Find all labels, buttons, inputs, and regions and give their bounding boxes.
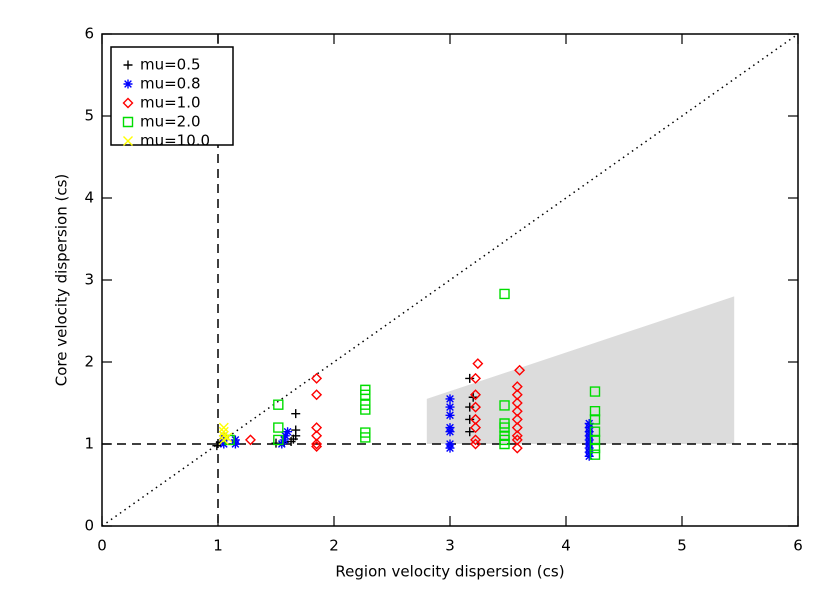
point — [470, 413, 482, 425]
point — [445, 439, 455, 449]
x-tick-label: 4 — [561, 537, 571, 555]
point — [499, 418, 510, 429]
x-tick-label: 1 — [213, 537, 223, 555]
x-axis-label: Region velocity dispersion (cs) — [335, 563, 564, 581]
y-tick-label: 0 — [84, 517, 94, 535]
point — [499, 434, 510, 446]
y-tick-label: 4 — [84, 189, 94, 207]
point — [283, 427, 293, 437]
point — [244, 434, 256, 446]
point — [465, 414, 475, 424]
y-tick-label: 5 — [84, 107, 94, 125]
y-tick-label: 1 — [84, 435, 94, 453]
point — [360, 404, 371, 415]
shaded-region — [426, 296, 735, 444]
legend-marker — [123, 60, 133, 70]
point — [511, 381, 523, 393]
x-tick-label: 6 — [793, 537, 803, 555]
x-tick-label: 3 — [445, 537, 455, 555]
point — [222, 432, 233, 443]
x-tick-label: 5 — [677, 537, 687, 555]
point — [589, 386, 601, 397]
legend-marker — [122, 97, 134, 109]
point — [589, 434, 601, 446]
legend-label: mu=10.0 — [140, 132, 210, 150]
legend-marker — [123, 79, 133, 89]
point — [472, 358, 484, 370]
point — [273, 399, 284, 410]
point — [280, 431, 290, 441]
point — [589, 414, 601, 425]
point — [360, 432, 371, 443]
point — [511, 413, 523, 425]
point — [271, 438, 281, 448]
point — [589, 406, 601, 417]
point — [499, 430, 510, 441]
x-tick-label: 2 — [329, 537, 339, 555]
y-tick-label: 3 — [84, 271, 94, 289]
point — [511, 422, 523, 434]
point — [584, 419, 594, 428]
point — [445, 423, 455, 433]
x-tick-label: 0 — [97, 537, 107, 555]
point — [218, 422, 229, 433]
point — [360, 427, 371, 438]
point — [511, 389, 523, 401]
point — [465, 373, 475, 383]
legend-marker — [122, 116, 134, 128]
point — [499, 400, 510, 411]
point — [470, 389, 482, 401]
point — [230, 435, 240, 445]
legend-marker — [123, 136, 133, 146]
point — [589, 442, 601, 454]
y-axis-label: Core velocity dispersion (cs) — [53, 174, 71, 387]
point — [311, 389, 323, 401]
legend-box — [110, 46, 234, 146]
point — [360, 384, 371, 396]
point — [279, 435, 289, 445]
point — [218, 426, 229, 437]
point — [511, 434, 523, 446]
point — [470, 434, 482, 446]
point — [360, 399, 371, 410]
point — [311, 422, 323, 434]
point — [465, 427, 475, 437]
point — [311, 438, 323, 450]
point — [273, 422, 284, 433]
y-tick-label: 2 — [84, 353, 94, 371]
point — [445, 394, 455, 404]
point — [291, 409, 301, 419]
legend-label: mu=1.0 — [140, 94, 201, 112]
point — [470, 422, 482, 434]
point — [311, 430, 323, 442]
point — [465, 402, 475, 412]
point — [511, 442, 523, 454]
point — [589, 426, 601, 437]
point — [311, 372, 323, 384]
point — [470, 438, 482, 450]
legend-label: mu=2.0 — [140, 113, 201, 131]
point — [499, 438, 510, 450]
point — [360, 389, 371, 400]
point — [499, 422, 510, 433]
point — [511, 405, 523, 417]
identity-line — [101, 33, 799, 527]
legend-label: mu=0.5 — [140, 56, 201, 74]
point — [273, 434, 284, 446]
point — [470, 401, 482, 413]
point — [445, 410, 455, 420]
plot-frame — [101, 33, 799, 527]
point — [514, 364, 526, 376]
point — [511, 430, 523, 442]
point — [445, 402, 455, 412]
legend-label: mu=0.8 — [140, 75, 201, 93]
point — [499, 288, 510, 300]
point — [589, 449, 601, 460]
point — [511, 397, 523, 409]
point — [291, 425, 301, 435]
y-tick-label: 6 — [84, 25, 94, 43]
point — [470, 372, 482, 384]
